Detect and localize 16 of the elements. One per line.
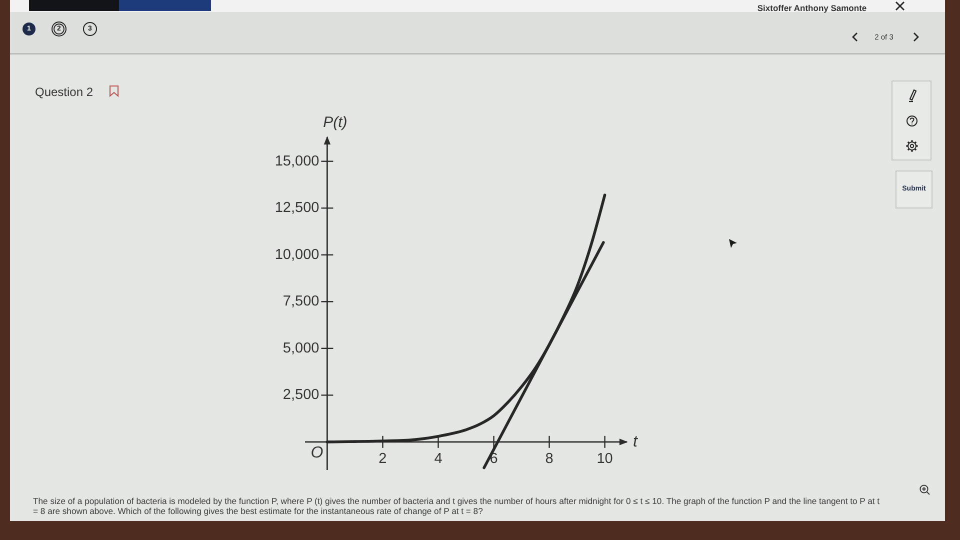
x-axis-title: t [633, 433, 638, 450]
y-tick-label: 5,000 [282, 340, 320, 356]
text: Sixtoffer Anthony Samonte [757, 3, 867, 13]
x-tick-label: 8 [545, 450, 554, 467]
y-tick-label: 15,000 [274, 153, 320, 170]
y-tick-label: 7,500 [282, 294, 320, 310]
text: Question 2 [35, 85, 94, 99]
y-tick-label: 2,500 [282, 387, 320, 404]
x-tick-label: 10 [596, 450, 613, 467]
y-tick-label: 10,000 [274, 246, 320, 263]
annotation: O [310, 444, 324, 462]
x-tick-label: 4 [434, 450, 442, 467]
y-axis-title: P(t) [323, 114, 348, 131]
text: The size of a population of bacteria is modeled by the function P, where P (t) gives the number of bacteria and t gives the number of hours after midnight for 0 ≤ t ≤ 10. The graph of the function P and the line tangent to P at t = 8 are shown above. Which of the following gives the best estimate for the instantaneous rate of change of P at t = 8? [33, 496, 880, 516]
x-tick-label: 2 [378, 450, 387, 467]
y-tick-label: 12,500 [274, 200, 320, 216]
